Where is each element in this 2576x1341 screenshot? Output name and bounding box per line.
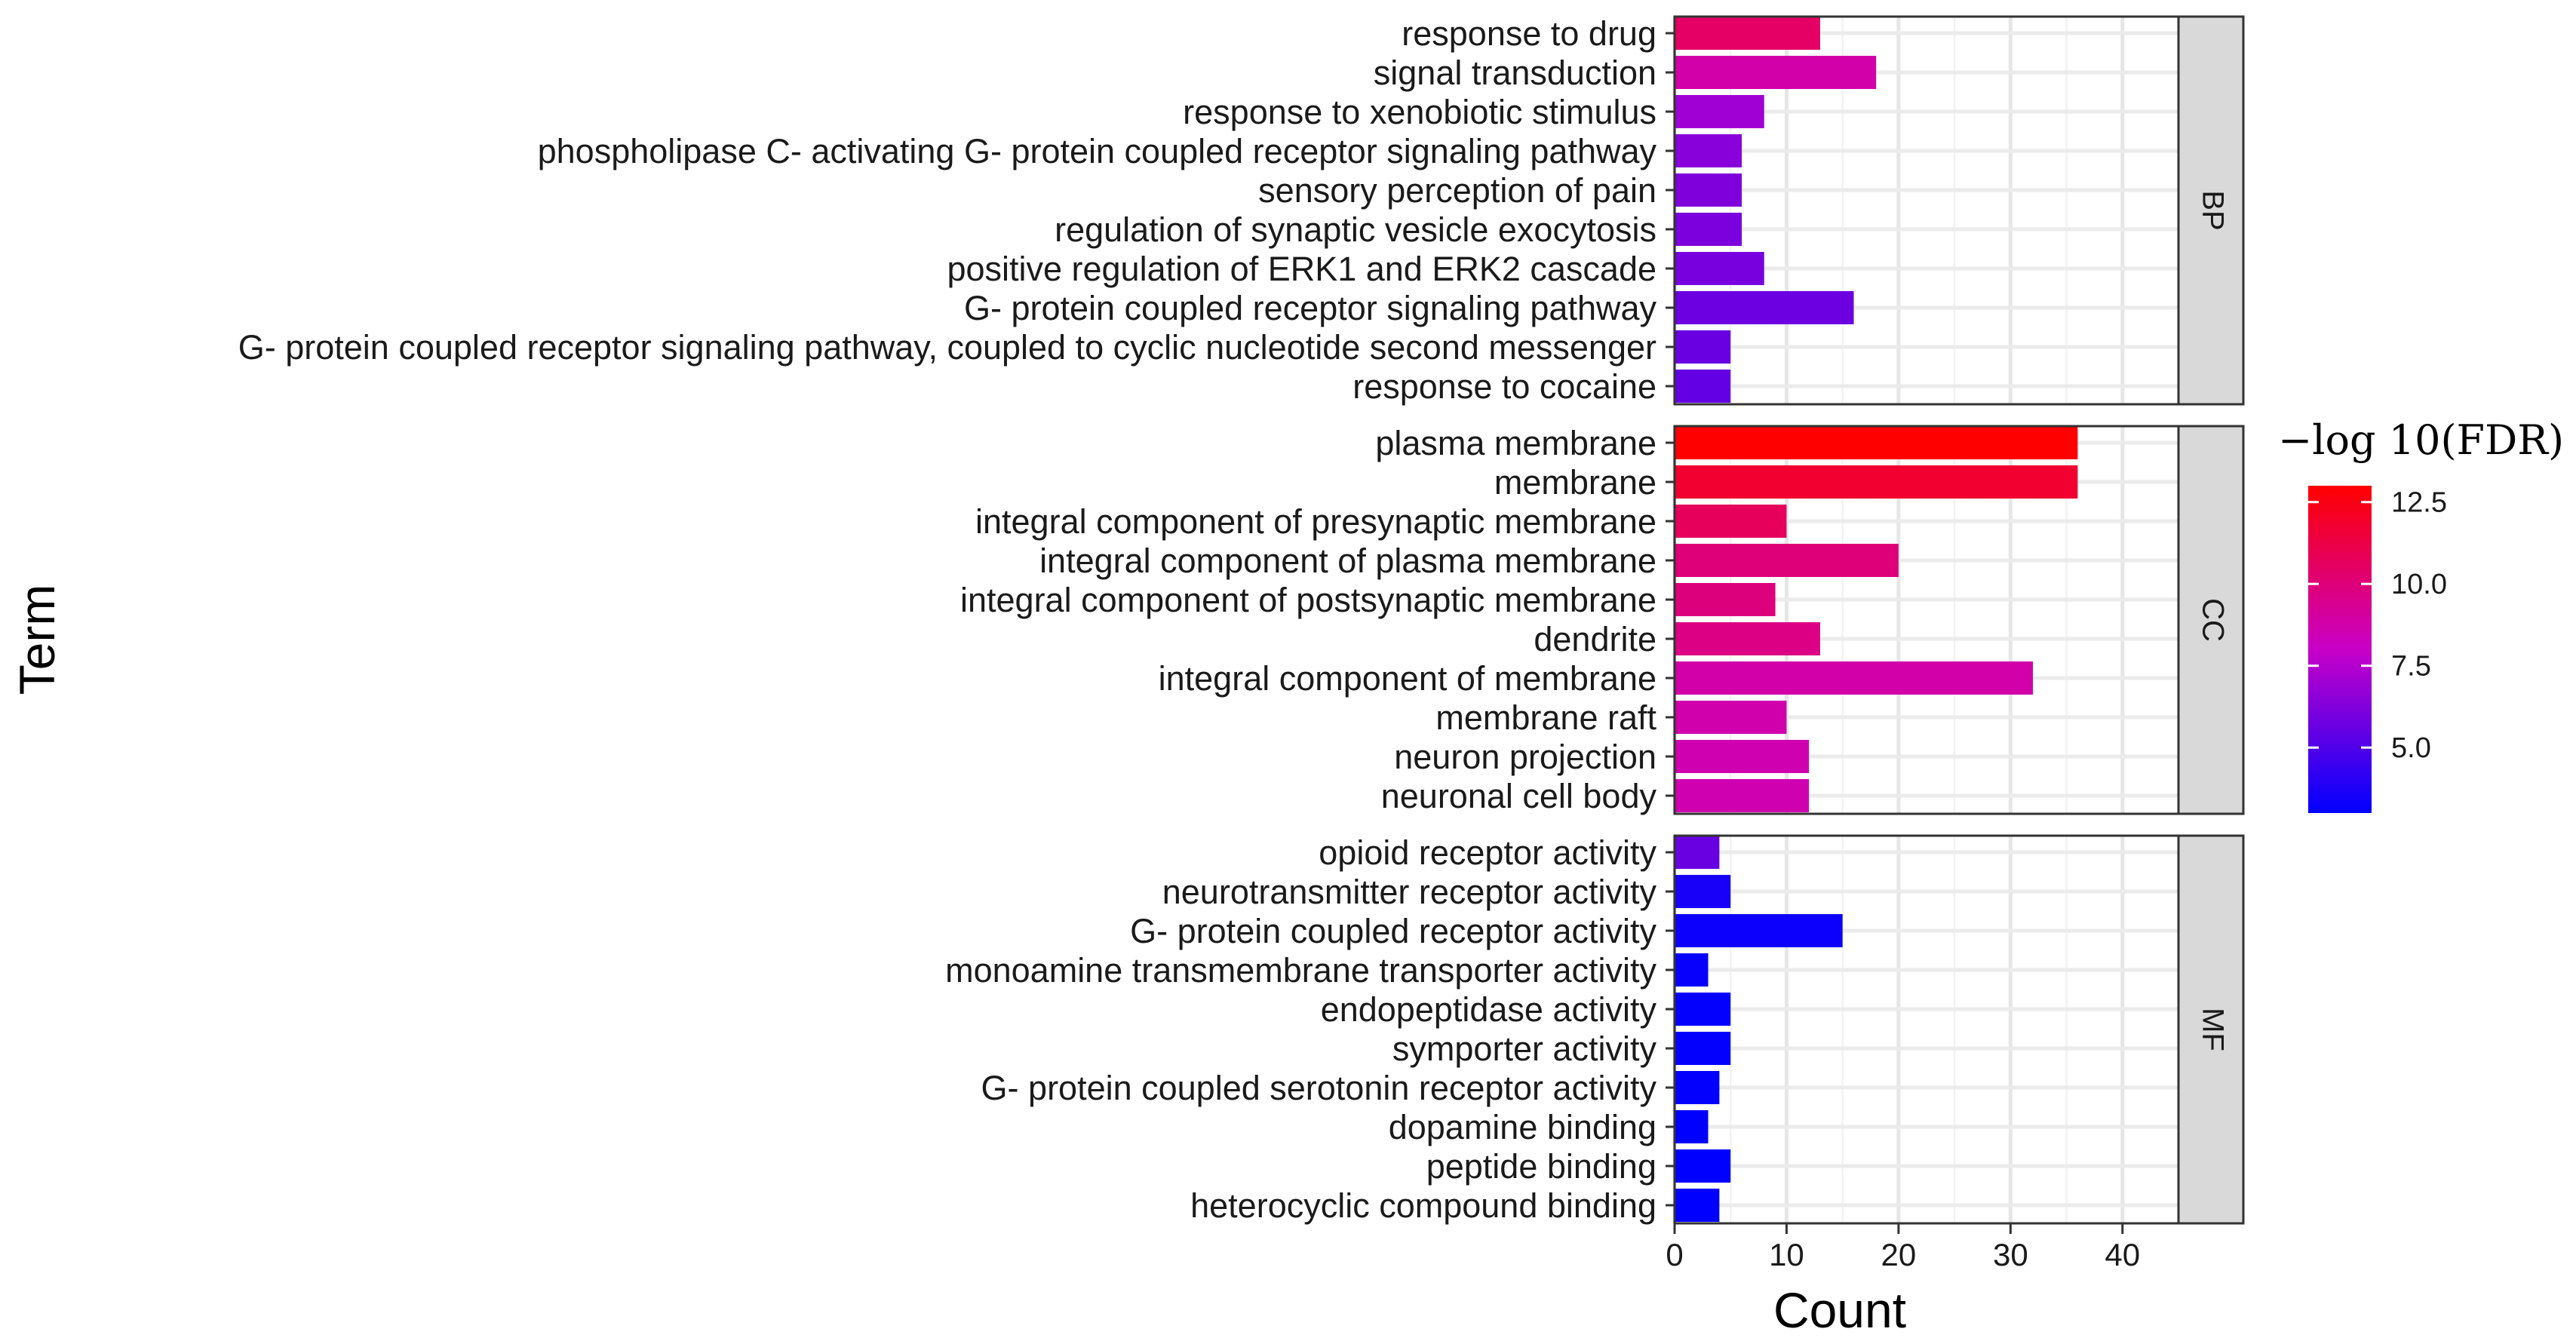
bar <box>1675 1189 1720 1222</box>
term-label: integral component of membrane <box>1159 659 1656 698</box>
term-label: symporter activity <box>1392 1030 1657 1068</box>
x-tick-label: 0 <box>1666 1237 1683 1272</box>
facet-strip <box>2177 15 2245 406</box>
bar <box>1675 95 1764 128</box>
x-tick-label: 10 <box>1769 1237 1804 1272</box>
panel-mf: opioid receptor activityneurotransmitter… <box>945 833 2245 1225</box>
term-label: integral component of presynaptic membra… <box>975 502 1656 541</box>
term-label: peptide binding <box>1426 1147 1656 1186</box>
bar <box>1675 426 2078 459</box>
term-label: monoamine transmembrane transporter acti… <box>945 951 1656 990</box>
panel-background <box>1675 836 2178 1223</box>
term-label: G- protein coupled serotonin receptor ac… <box>981 1069 1657 1107</box>
term-label: opioid receptor activity <box>1319 833 1656 872</box>
bar <box>1675 583 1776 616</box>
x-axis: 0 10 20 30 40 <box>1666 1223 2140 1272</box>
facet-strip-label: BP <box>2196 190 2229 230</box>
term-label: positive regulation of ERK1 and ERK2 cas… <box>947 250 1656 288</box>
facet-strip-label: MF <box>2196 1008 2229 1051</box>
term-label: response to cocaine <box>1352 367 1656 406</box>
x-tick-label: 30 <box>1993 1237 2028 1272</box>
bar <box>1675 1110 1709 1143</box>
bar <box>1675 505 1787 538</box>
color-legend: −log 10(FDR) 12.5 10.0 7.5 5.0 <box>2278 416 2564 813</box>
term-label: signal transduction <box>1374 54 1656 92</box>
bar <box>1675 252 1764 285</box>
term-label: endopeptidase activity <box>1321 990 1657 1029</box>
bar <box>1675 875 1731 908</box>
legend-tick-label: 5.0 <box>2391 732 2431 764</box>
x-tick-label: 40 <box>2105 1237 2140 1272</box>
term-label: dopamine binding <box>1389 1108 1656 1146</box>
x-tick-label: 20 <box>1881 1237 1917 1272</box>
x-axis-title: Count <box>1773 1282 1906 1338</box>
term-label: sensory perception of pain <box>1258 171 1656 210</box>
bar <box>1675 661 2034 695</box>
term-label: dendrite <box>1534 620 1656 658</box>
term-label: G- protein coupled receptor signaling pa… <box>238 328 1656 367</box>
bar <box>1675 1071 1720 1104</box>
term-label: regulation of synaptic vesicle exocytosi… <box>1055 210 1656 249</box>
bar <box>1675 291 1854 324</box>
term-label: response to drug <box>1402 14 1656 53</box>
legend-tick-label: 7.5 <box>2391 651 2431 683</box>
bar <box>1675 740 1810 773</box>
term-label: neuron projection <box>1394 738 1656 776</box>
bar <box>1675 134 1742 167</box>
term-label: response to xenobiotic stimulus <box>1183 93 1656 131</box>
bar <box>1675 1032 1731 1065</box>
facet-strip <box>2177 834 2245 1225</box>
bar <box>1675 914 1843 947</box>
bar <box>1675 173 1742 207</box>
legend-tick-label: 12.5 <box>2391 487 2447 519</box>
bar <box>1675 622 1820 655</box>
bar <box>1675 993 1731 1026</box>
term-label: G- protein coupled receptor activity <box>1130 912 1656 950</box>
bar <box>1675 779 1810 812</box>
term-label: integral component of plasma membrane <box>1039 542 1656 580</box>
bar <box>1675 953 1709 987</box>
legend-ticks: 12.5 10.0 7.5 5.0 <box>2308 487 2447 764</box>
bar <box>1675 330 1731 364</box>
term-label: integral component of postsynaptic membr… <box>960 581 1656 619</box>
term-label: membrane raft <box>1435 698 1656 737</box>
facet-strip-label: CC <box>2196 598 2229 642</box>
bar <box>1675 370 1731 403</box>
bar <box>1675 213 1742 246</box>
bar <box>1675 544 1899 577</box>
bar <box>1675 465 2078 499</box>
bar <box>1675 17 1820 50</box>
legend-title: −log 10(FDR) <box>2278 416 2564 464</box>
term-label: neuronal cell body <box>1381 777 1657 815</box>
facet-strip <box>2177 425 2245 815</box>
bar <box>1675 1149 1731 1183</box>
legend-colorbar <box>2308 486 2372 813</box>
term-label: G- protein coupled receptor signaling pa… <box>964 289 1657 327</box>
legend-tick-label: 10.0 <box>2391 569 2447 600</box>
bar <box>1675 56 1877 89</box>
y-axis-title: Term <box>9 585 65 695</box>
term-label: heterocyclic compound binding <box>1190 1186 1656 1225</box>
bar <box>1675 836 1720 869</box>
bar <box>1675 701 1787 734</box>
term-label: membrane <box>1494 463 1656 502</box>
term-label: phospholipase C- activating G- protein c… <box>538 132 1657 170</box>
term-label: plasma membrane <box>1375 424 1656 462</box>
term-label: neurotransmitter receptor activity <box>1162 873 1657 911</box>
